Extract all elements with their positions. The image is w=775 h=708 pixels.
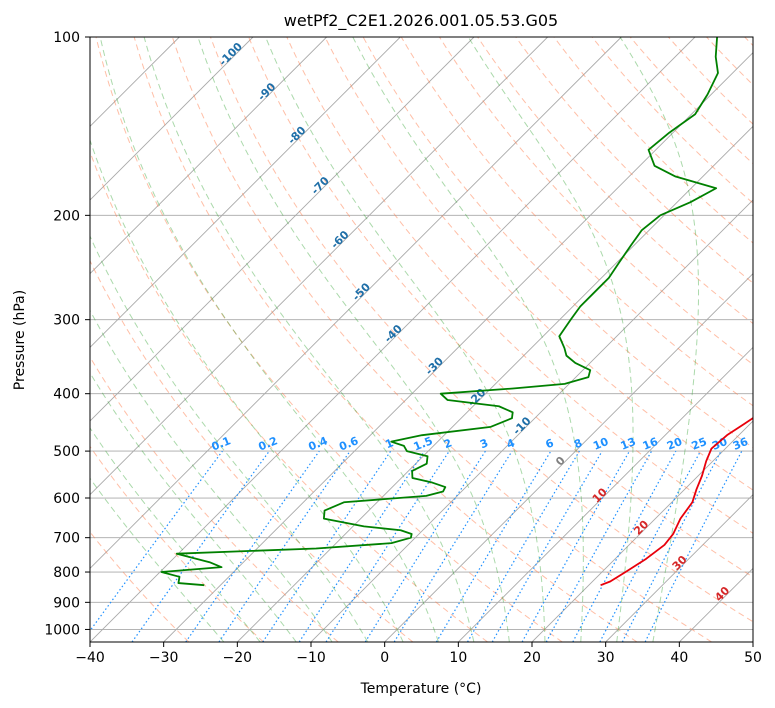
y-tick-label: 1000 [44, 622, 80, 638]
mixing-ratio-line [491, 450, 603, 642]
x-tick-label: −20 [223, 650, 253, 666]
dry-adiabat-line [629, 37, 753, 165]
dry-adiabat-line [515, 37, 753, 284]
chart-title: wetPf2_C2E1.2026.001.05.53.G05 [284, 11, 558, 31]
x-tick-label: −10 [296, 650, 326, 666]
y-tick-label: 900 [53, 595, 80, 611]
mixing-ratio-label: 16 [641, 435, 660, 453]
mixing-ratio-line [185, 450, 320, 642]
sounding-profiles [160, 37, 753, 587]
dry-adiabat-line [133, 37, 638, 642]
mixing-ratio-line [393, 450, 513, 642]
dry-adiabat-line [90, 445, 264, 642]
moist-adiabat-line [90, 309, 333, 642]
mixing-ratio-line [545, 450, 653, 642]
mixing-ratio-line [521, 450, 631, 642]
y-axis-label: Pressure (hPa) [12, 290, 28, 390]
mixing-ratio-line [218, 450, 351, 642]
moist-adiabat-line [352, 37, 584, 642]
y-tick-label: 100 [53, 30, 80, 46]
isotherm-line [384, 273, 753, 642]
moist-adiabat-line [265, 37, 546, 642]
isotherm-line [90, 37, 548, 496]
y-tick-label: 400 [53, 387, 80, 403]
mixing-ratio-label: 2 [442, 436, 454, 451]
isotherm-line [90, 37, 475, 422]
x-tick-label: 0 [380, 650, 389, 666]
moist-adiabat-line [619, 37, 700, 642]
mixing-ratio-label: 25 [690, 435, 709, 453]
dry-adiabat-line [400, 37, 753, 407]
dewpoint-profile [160, 37, 719, 587]
isotherm-line [237, 125, 753, 642]
temperature-profile [600, 417, 753, 587]
mixing-ratio-line [435, 450, 552, 642]
dry-adiabat-line [248, 37, 753, 578]
plot-frame [89, 36, 754, 643]
x-tick-label: −30 [149, 650, 179, 666]
moist-adiabat-line [197, 37, 510, 642]
moist-adiabat-line [90, 138, 404, 642]
isotherm-line [90, 37, 401, 348]
mixing-ratio-line [466, 450, 580, 642]
y-tick-label: 700 [53, 531, 80, 547]
mixing-ratio-label: 20 [665, 435, 684, 453]
y-axis: 100 200 300 400 500 600 700 800 900 1000 [44, 30, 90, 638]
mixing-ratio-label: 8 [572, 436, 584, 451]
dry-adiabat-line [591, 37, 753, 204]
x-tick-label: 50 [744, 650, 762, 666]
mixing-ratio-line [572, 450, 677, 642]
y-tick-label: 600 [53, 491, 80, 507]
background-lines [90, 37, 753, 642]
moist-adiabat-line [90, 234, 369, 642]
mixing-ratio-label: 1 [383, 436, 395, 451]
mixing-ratio-label: 10 [591, 435, 610, 453]
x-tick-label: 20 [523, 650, 541, 666]
y-tick-label: 800 [53, 565, 80, 581]
moist-adiabat-line [99, 37, 439, 642]
dry-adiabat-line [95, 37, 563, 642]
isotherm-line [90, 37, 696, 642]
x-tick-label: 10 [449, 650, 467, 666]
isotherm-line [90, 37, 622, 569]
dry-adiabat-line [210, 37, 753, 623]
isotherm-line [531, 420, 753, 642]
x-tick-label: −40 [75, 650, 105, 666]
dry-adiabat-line [90, 259, 414, 642]
y-tick-label: 200 [53, 208, 80, 224]
y-tick-label: 500 [53, 444, 80, 460]
x-axis-label: Temperature (°C) [360, 681, 482, 697]
isotherm-line [163, 52, 753, 642]
isotherm-line [90, 37, 254, 201]
moist-adiabat-line [90, 427, 261, 642]
dry-adiabat-line [477, 37, 753, 325]
dry-adiabat-line [362, 37, 753, 449]
mixing-ratio-line [90, 450, 223, 632]
moist-adiabat-line [90, 371, 297, 642]
moist-adiabat-line [143, 37, 475, 642]
moist-adiabat-line [90, 477, 225, 642]
isotherm-line [605, 494, 753, 642]
mixing-ratio-line [325, 450, 450, 642]
mixing-ratio-line [131, 450, 270, 642]
x-axis: −40 −30 −20 −10 0 10 20 30 40 50 [75, 642, 762, 666]
x-tick-label: 40 [670, 650, 688, 666]
mixing-ratio-label: 30 [710, 435, 729, 453]
dry-adiabat-line [171, 37, 712, 642]
x-tick-label: 30 [597, 650, 615, 666]
isotherm-line [458, 346, 753, 642]
mixing-ratio-line [364, 450, 486, 642]
mixing-ratio-label: 3 [478, 436, 490, 451]
mixing-ratio-label: 36 [731, 435, 750, 453]
isotherm-line [90, 37, 327, 275]
y-tick-label: 300 [53, 313, 80, 329]
mixing-ratio-label: 13 [619, 435, 638, 453]
